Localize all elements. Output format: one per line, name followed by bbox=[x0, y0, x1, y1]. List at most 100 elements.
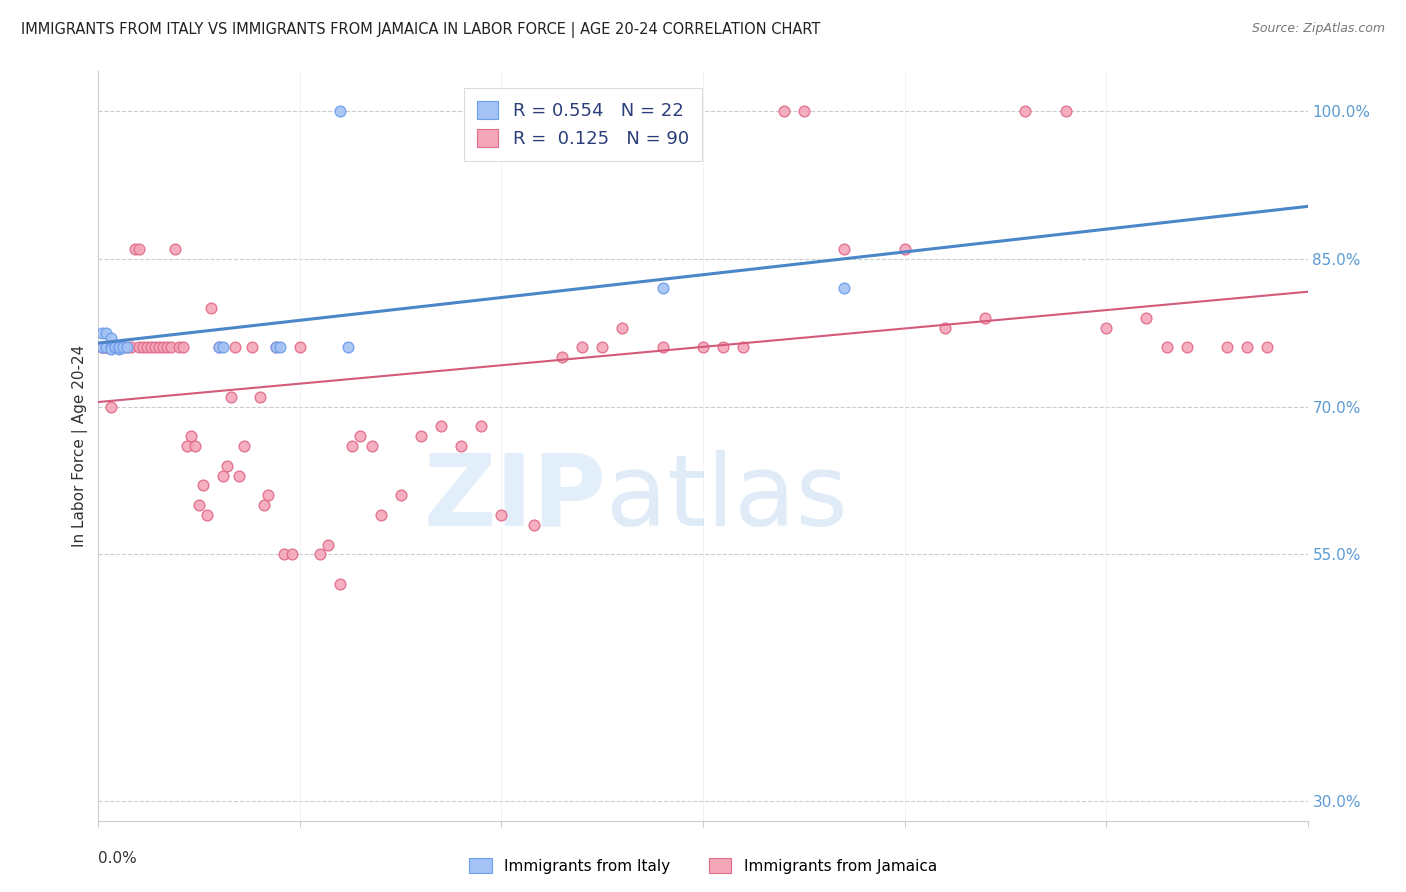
Point bbox=[692, 340, 714, 354]
Point bbox=[551, 351, 574, 365]
Point bbox=[832, 242, 855, 256]
Point bbox=[120, 340, 142, 354]
Point bbox=[180, 429, 202, 443]
Point bbox=[832, 281, 855, 295]
Point bbox=[733, 340, 755, 354]
Point bbox=[772, 103, 794, 118]
Point bbox=[100, 340, 122, 354]
Point bbox=[591, 340, 613, 354]
Point bbox=[430, 419, 453, 434]
Text: IMMIGRANTS FROM ITALY VS IMMIGRANTS FROM JAMAICA IN LABOR FORCE | AGE 20-24 CORR: IMMIGRANTS FROM ITALY VS IMMIGRANTS FROM… bbox=[21, 22, 821, 38]
Point bbox=[264, 340, 287, 354]
Point bbox=[273, 548, 295, 562]
Point bbox=[1236, 340, 1258, 354]
Point bbox=[342, 439, 364, 453]
Point bbox=[349, 429, 371, 443]
Point bbox=[96, 326, 118, 340]
Point bbox=[107, 340, 129, 354]
Point bbox=[148, 340, 170, 354]
Point bbox=[450, 439, 472, 453]
Point bbox=[1216, 340, 1239, 354]
Point bbox=[651, 281, 673, 295]
Point bbox=[409, 429, 432, 443]
Point bbox=[208, 340, 231, 354]
Point bbox=[100, 330, 122, 344]
Point bbox=[152, 340, 174, 354]
Point bbox=[361, 439, 384, 453]
Point bbox=[160, 340, 183, 354]
Point bbox=[316, 538, 339, 552]
Point bbox=[103, 340, 125, 354]
Text: Source: ZipAtlas.com: Source: ZipAtlas.com bbox=[1251, 22, 1385, 36]
Point bbox=[651, 340, 673, 354]
Point bbox=[221, 390, 243, 404]
Point bbox=[128, 340, 150, 354]
Text: atlas: atlas bbox=[606, 450, 848, 547]
Legend: Immigrants from Italy, Immigrants from Jamaica: Immigrants from Italy, Immigrants from J… bbox=[463, 852, 943, 880]
Point bbox=[111, 340, 134, 354]
Point bbox=[100, 340, 122, 354]
Point bbox=[163, 242, 186, 256]
Point bbox=[337, 340, 360, 354]
Point bbox=[195, 508, 218, 522]
Point bbox=[107, 343, 129, 357]
Point bbox=[135, 340, 157, 354]
Point bbox=[232, 439, 254, 453]
Point bbox=[264, 340, 287, 354]
Point bbox=[115, 340, 138, 354]
Point bbox=[793, 103, 815, 118]
Point bbox=[212, 468, 235, 483]
Point bbox=[100, 400, 122, 414]
Point bbox=[91, 326, 114, 340]
Legend: R = 0.554   N = 22, R =  0.125   N = 90: R = 0.554 N = 22, R = 0.125 N = 90 bbox=[464, 88, 702, 161]
Point bbox=[184, 439, 207, 453]
Point bbox=[91, 340, 114, 354]
Point bbox=[143, 340, 166, 354]
Point bbox=[107, 340, 129, 354]
Point bbox=[1156, 340, 1178, 354]
Point bbox=[200, 301, 222, 315]
Point bbox=[96, 340, 118, 354]
Point bbox=[329, 103, 352, 118]
Point bbox=[139, 340, 162, 354]
Text: ZIP: ZIP bbox=[423, 450, 606, 547]
Point bbox=[91, 340, 114, 354]
Point bbox=[172, 340, 194, 354]
Point bbox=[96, 340, 118, 354]
Point bbox=[934, 320, 956, 334]
Point bbox=[309, 548, 332, 562]
Point bbox=[1014, 103, 1036, 118]
Point bbox=[91, 340, 114, 354]
Point bbox=[188, 498, 211, 512]
Text: 0.0%: 0.0% bbox=[98, 851, 138, 865]
Point bbox=[370, 508, 392, 522]
Point bbox=[491, 508, 513, 522]
Point bbox=[470, 419, 492, 434]
Point bbox=[253, 498, 276, 512]
Point bbox=[240, 340, 263, 354]
Point bbox=[176, 439, 198, 453]
Point bbox=[103, 340, 125, 354]
Point bbox=[96, 340, 118, 354]
Point bbox=[1095, 320, 1118, 334]
Point bbox=[224, 340, 246, 354]
Point bbox=[167, 340, 190, 354]
Point bbox=[228, 468, 250, 483]
Point bbox=[288, 340, 311, 354]
Point bbox=[91, 340, 114, 354]
Point bbox=[893, 242, 915, 256]
Point bbox=[132, 340, 155, 354]
Point bbox=[217, 458, 239, 473]
Point bbox=[1135, 310, 1157, 325]
Point bbox=[523, 517, 546, 532]
Point bbox=[711, 340, 734, 354]
Point bbox=[124, 242, 146, 256]
Point bbox=[193, 478, 215, 492]
Point bbox=[111, 340, 134, 354]
Point bbox=[128, 242, 150, 256]
Point bbox=[281, 548, 304, 562]
Point bbox=[329, 577, 352, 591]
Point bbox=[107, 340, 129, 354]
Point bbox=[100, 343, 122, 357]
Point bbox=[103, 340, 125, 354]
